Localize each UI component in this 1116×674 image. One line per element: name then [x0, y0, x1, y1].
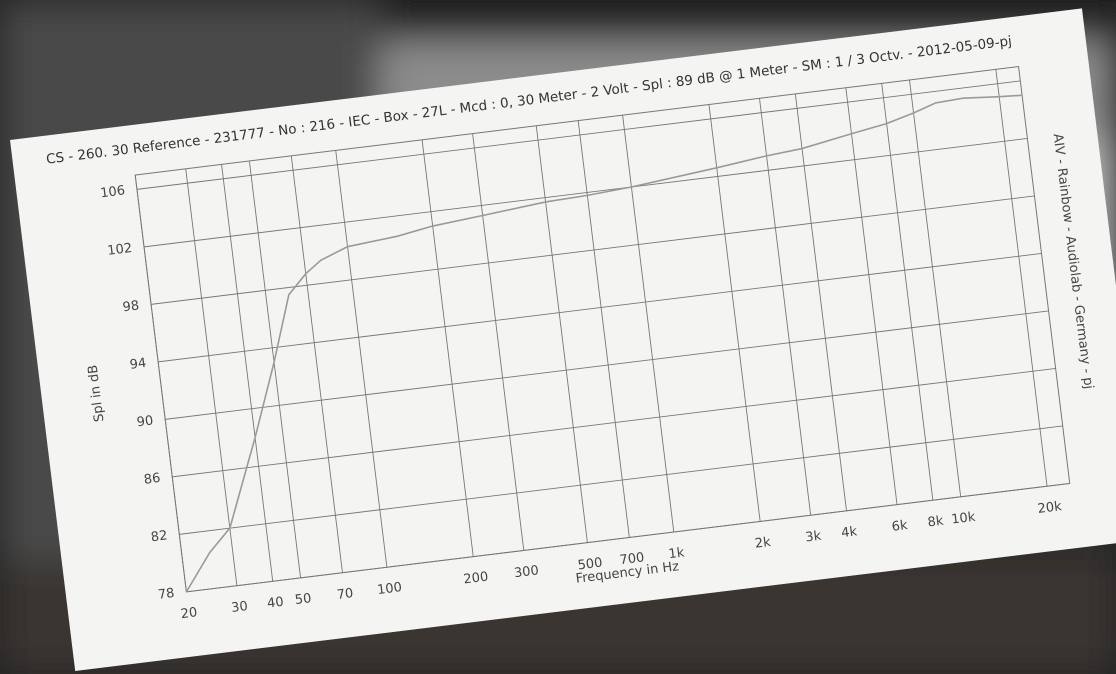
grid-line	[151, 195, 1035, 305]
y-tick-label: 106	[99, 183, 125, 201]
paper-sheet	[10, 8, 1116, 672]
grid-line	[622, 115, 675, 533]
x-tick-label: 10k	[950, 510, 976, 528]
y-tick-label: 82	[150, 528, 168, 545]
grid-line	[134, 174, 187, 592]
x-tick-label: 500	[577, 556, 603, 574]
grid-line	[186, 482, 1070, 593]
grid-line	[577, 120, 630, 538]
grid-line	[143, 137, 1028, 248]
grid-line	[535, 125, 588, 543]
x-tick-label: 4k	[840, 524, 858, 541]
y-tick-label: 94	[129, 356, 147, 373]
grid-line	[759, 98, 812, 516]
x-tick-label: 8k	[927, 514, 945, 531]
x-tick-label: 30	[230, 599, 248, 616]
grid-line	[172, 367, 1056, 478]
grid-line	[136, 80, 1021, 190]
y-tick-label: 98	[122, 298, 140, 315]
x-tick-label: 6k	[891, 518, 909, 535]
x-tick-label: 20	[180, 605, 198, 622]
grid-line	[845, 87, 898, 505]
grid-line	[221, 164, 274, 582]
x-tick-label: 300	[513, 563, 539, 581]
grid-line	[995, 69, 1048, 487]
grid-line	[909, 79, 962, 497]
x-tick-label: 3k	[805, 529, 823, 546]
series-line	[185, 94, 1023, 593]
y-tick-label: 102	[107, 241, 133, 259]
x-tick-label: 2k	[754, 535, 772, 552]
grid-line	[335, 150, 388, 568]
grid-line	[158, 252, 1042, 363]
x-tick-label: 200	[463, 570, 489, 588]
x-tick-label: 70	[336, 586, 354, 603]
grid-line	[179, 425, 1063, 535]
grid-line	[248, 160, 301, 578]
x-tick-label: 50	[294, 591, 312, 608]
y-tick-label: 78	[157, 586, 175, 603]
grid-line	[881, 83, 934, 501]
grid-line	[185, 168, 238, 586]
x-tick-label: 700	[619, 550, 645, 568]
grid-line	[708, 104, 761, 522]
grid-line	[421, 139, 474, 557]
grid-line	[472, 133, 525, 551]
x-tick-label: 20k	[1037, 499, 1063, 517]
grid-line	[165, 310, 1049, 420]
x-tick-label: 40	[266, 595, 284, 612]
y-axis-label: Spl in dB	[86, 364, 108, 423]
x-tick-label: 1k	[668, 545, 686, 562]
y-tick-label: 86	[143, 471, 161, 488]
x-tick-label: 100	[376, 580, 402, 598]
y-tick-label: 90	[136, 413, 154, 430]
grid-line	[290, 155, 343, 573]
grid-line	[794, 93, 847, 511]
